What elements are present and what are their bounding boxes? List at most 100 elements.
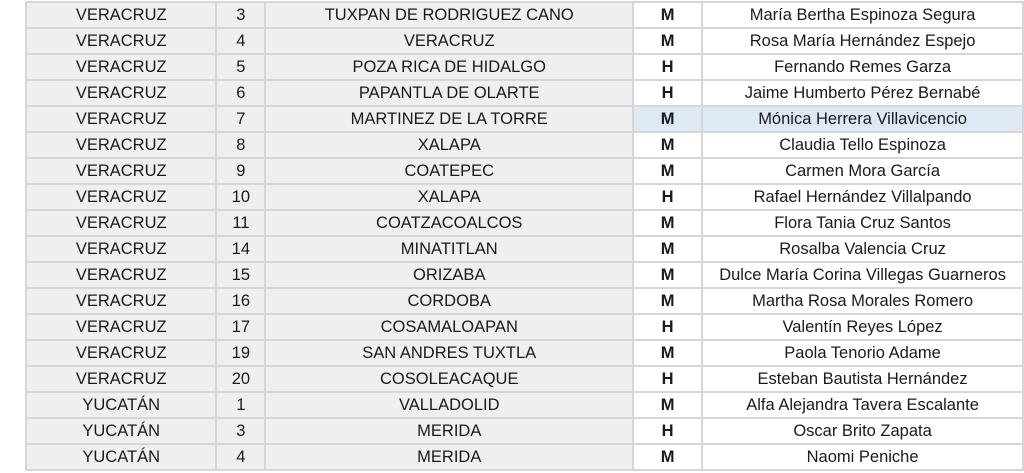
state-cell[interactable]: VERACRUZ bbox=[24, 131, 218, 159]
gender-cell[interactable]: H bbox=[632, 417, 704, 445]
candidate-name-cell[interactable]: Rosalba Valencia Cruz bbox=[701, 235, 1024, 263]
table-row: VERACRUZ 14 MINATITLAN M Rosalba Valencia Cr… bbox=[24, 235, 1024, 263]
table-row: VERACRUZ 17 COSAMALOAPAN H Valentín Reyes Ló… bbox=[24, 313, 1024, 341]
municipality-cell[interactable]: MERIDA bbox=[264, 443, 635, 471]
municipality-cell[interactable]: MARTINEZ DE LA TORRE bbox=[264, 105, 635, 133]
district-cell[interactable]: 6 bbox=[215, 79, 267, 107]
gender-cell[interactable]: H bbox=[632, 53, 704, 81]
state-cell[interactable]: VERACRUZ bbox=[24, 183, 218, 211]
gender-cell[interactable]: M bbox=[632, 209, 704, 237]
state-cell[interactable]: VERACRUZ bbox=[24, 27, 218, 55]
state-cell[interactable]: YUCATÁN bbox=[24, 417, 218, 445]
municipality-cell[interactable]: POZA RICA DE HIDALGO bbox=[264, 53, 635, 81]
municipality-cell[interactable]: TUXPAN DE RODRIGUEZ CANO bbox=[264, 1, 635, 29]
gender-cell[interactable]: M bbox=[632, 391, 704, 419]
gender-cell[interactable]: H bbox=[632, 313, 704, 341]
district-cell[interactable]: 19 bbox=[215, 339, 267, 367]
candidate-name-cell[interactable]: Paola Tenorio Adame bbox=[701, 339, 1024, 367]
state-cell[interactable]: VERACRUZ bbox=[24, 105, 218, 133]
municipality-cell[interactable]: XALAPA bbox=[264, 131, 635, 159]
state-cell[interactable]: VERACRUZ bbox=[24, 1, 218, 29]
state-cell[interactable]: VERACRUZ bbox=[24, 53, 218, 81]
table-row: VERACRUZ 7 MARTINEZ DE LA TORRE M Mónica Her… bbox=[24, 105, 1024, 133]
gender-cell[interactable]: H bbox=[632, 365, 704, 393]
state-cell[interactable]: VERACRUZ bbox=[24, 79, 218, 107]
candidate-name-cell[interactable]: María Bertha Espinoza Segura bbox=[701, 1, 1024, 29]
table-row: VERACRUZ 16 CORDOBA M Martha Rosa Morales Ro… bbox=[24, 287, 1024, 315]
state-cell[interactable]: YUCATÁN bbox=[24, 391, 218, 419]
district-cell[interactable]: 10 bbox=[215, 183, 267, 211]
table-row: VERACRUZ 3 TUXPAN DE RODRIGUEZ CANO M María … bbox=[24, 1, 1024, 29]
table-row: VERACRUZ 15 ORIZABA M Dulce María Corina Vil… bbox=[24, 261, 1024, 289]
gender-cell[interactable]: M bbox=[632, 27, 704, 55]
district-cell[interactable]: 20 bbox=[215, 365, 267, 393]
state-cell[interactable]: VERACRUZ bbox=[24, 235, 218, 263]
district-cell[interactable]: 4 bbox=[215, 27, 267, 55]
gender-cell[interactable]: M bbox=[632, 235, 704, 263]
table-row: VERACRUZ 9 COATEPEC M Carmen Mora García bbox=[24, 157, 1024, 185]
table-row: YUCATÁN 3 MERIDA H Oscar Brito Zapata bbox=[24, 417, 1024, 445]
municipality-cell[interactable]: VERACRUZ bbox=[264, 27, 635, 55]
district-cell[interactable]: 17 bbox=[215, 313, 267, 341]
candidate-name-cell[interactable]: Esteban Bautista Hernández bbox=[701, 365, 1024, 393]
gender-cell[interactable]: M bbox=[632, 261, 704, 289]
candidate-name-cell[interactable]: Claudia Tello Espinoza bbox=[701, 131, 1024, 159]
candidate-name-cell[interactable]: Valentín Reyes López bbox=[701, 313, 1024, 341]
table-row: VERACRUZ 4 VERACRUZ M Rosa María Hernández E… bbox=[24, 27, 1024, 55]
candidate-name-cell[interactable]: Dulce María Corina Villegas Guarneros bbox=[701, 261, 1024, 289]
municipality-cell[interactable]: COSOLEACAQUE bbox=[264, 365, 635, 393]
candidate-name-cell[interactable]: Naomi Peniche bbox=[701, 443, 1024, 471]
candidate-name-cell[interactable]: Carmen Mora García bbox=[701, 157, 1024, 185]
municipality-cell[interactable]: COSAMALOAPAN bbox=[264, 313, 635, 341]
municipality-cell[interactable]: CORDOBA bbox=[264, 287, 635, 315]
gender-cell[interactable]: M bbox=[632, 1, 704, 29]
district-cell[interactable]: 4 bbox=[215, 443, 267, 471]
candidate-name-cell[interactable]: Flora Tania Cruz Santos bbox=[701, 209, 1024, 237]
district-cell[interactable]: 5 bbox=[215, 53, 267, 81]
municipality-cell[interactable]: XALAPA bbox=[264, 183, 635, 211]
gender-cell[interactable]: M bbox=[632, 131, 704, 159]
gender-cell[interactable]: H bbox=[632, 79, 704, 107]
district-cell[interactable]: 11 bbox=[215, 209, 267, 237]
gender-cell[interactable]: M bbox=[632, 105, 704, 133]
district-cell[interactable]: 3 bbox=[215, 1, 267, 29]
state-cell[interactable]: VERACRUZ bbox=[24, 209, 218, 237]
municipality-cell[interactable]: ORIZABA bbox=[264, 261, 635, 289]
district-cell[interactable]: 9 bbox=[215, 157, 267, 185]
municipality-cell[interactable]: VALLADOLID bbox=[264, 391, 635, 419]
municipality-cell[interactable]: COATZACOALCOS bbox=[264, 209, 635, 237]
state-cell[interactable]: VERACRUZ bbox=[24, 261, 218, 289]
gender-cell[interactable]: M bbox=[632, 339, 704, 367]
municipality-cell[interactable]: PAPANTLA DE OLARTE bbox=[264, 79, 635, 107]
municipality-cell[interactable]: SAN ANDRES TUXTLA bbox=[264, 339, 635, 367]
table-row: VERACRUZ 20 COSOLEACAQUE H Esteban Bautista … bbox=[24, 365, 1024, 393]
candidate-name-cell[interactable]: Oscar Brito Zapata bbox=[701, 417, 1024, 445]
candidate-name-cell[interactable]: Mónica Herrera Villavicencio bbox=[701, 105, 1024, 133]
state-cell[interactable]: VERACRUZ bbox=[24, 313, 218, 341]
candidate-name-cell[interactable]: Rafael Hernández Villalpando bbox=[701, 183, 1024, 211]
district-cell[interactable]: 8 bbox=[215, 131, 267, 159]
district-cell[interactable]: 16 bbox=[215, 287, 267, 315]
state-cell[interactable]: VERACRUZ bbox=[24, 157, 218, 185]
gender-cell[interactable]: M bbox=[632, 287, 704, 315]
district-cell[interactable]: 3 bbox=[215, 417, 267, 445]
candidate-name-cell[interactable]: Jaime Humberto Pérez Bernabé bbox=[701, 79, 1024, 107]
candidate-name-cell[interactable]: Rosa María Hernández Espejo bbox=[701, 27, 1024, 55]
candidate-name-cell[interactable]: Fernando Remes Garza bbox=[701, 53, 1024, 81]
state-cell[interactable]: YUCATÁN bbox=[24, 443, 218, 471]
state-cell[interactable]: VERACRUZ bbox=[24, 339, 218, 367]
gender-cell[interactable]: H bbox=[632, 183, 704, 211]
candidate-name-cell[interactable]: Alfa Alejandra Tavera Escalante bbox=[701, 391, 1024, 419]
district-cell[interactable]: 15 bbox=[215, 261, 267, 289]
state-cell[interactable]: VERACRUZ bbox=[24, 365, 218, 393]
district-cell[interactable]: 7 bbox=[215, 105, 267, 133]
gender-cell[interactable]: M bbox=[632, 443, 704, 471]
municipality-cell[interactable]: COATEPEC bbox=[264, 157, 635, 185]
municipality-cell[interactable]: MERIDA bbox=[264, 417, 635, 445]
candidate-name-cell[interactable]: Martha Rosa Morales Romero bbox=[701, 287, 1024, 315]
gender-cell[interactable]: M bbox=[632, 157, 704, 185]
municipality-cell[interactable]: MINATITLAN bbox=[264, 235, 635, 263]
district-cell[interactable]: 1 bbox=[215, 391, 267, 419]
state-cell[interactable]: VERACRUZ bbox=[24, 287, 218, 315]
district-cell[interactable]: 14 bbox=[215, 235, 267, 263]
